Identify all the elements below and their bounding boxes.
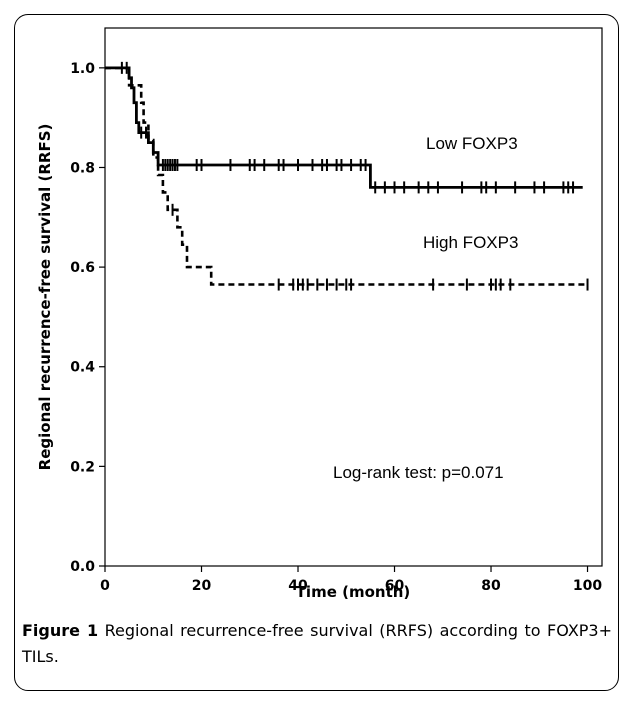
figure-caption: Figure 1 Regional recurrence-free surviv… — [22, 618, 612, 670]
plot-area — [104, 27, 603, 567]
x-tick-label-0: 0 — [100, 578, 110, 594]
caption-text: Regional recurrence-free survival (RRFS)… — [22, 621, 613, 666]
curve-low-foxp3 — [105, 66, 583, 189]
x-axis-title: Time (month) — [296, 583, 411, 601]
kaplan-meier-chart: 0 20 40 60 80 100 0.0 0.2 0.4 0.6 0.8 1.0 Time (mon… — [36, 27, 603, 601]
x-tick-label-80: 80 — [481, 578, 501, 594]
y-tick-label-0.0: 0.0 — [70, 559, 95, 575]
x-tick-label-20: 20 — [192, 578, 212, 594]
low-foxp3-label: Low FOXP3 — [426, 134, 518, 153]
y-tick-label-0.6: 0.6 — [70, 260, 95, 276]
y-tick-label-0.2: 0.2 — [70, 459, 95, 475]
y-tick-label-0.4: 0.4 — [70, 360, 95, 376]
survival-curves — [105, 66, 588, 286]
censor-marks — [120, 61, 589, 291]
high-foxp3-label: High FOXP3 — [423, 233, 518, 252]
y-axis-title: Regional recurrence-free survival (RRFS) — [36, 124, 54, 471]
x-tick-label-60: 60 — [385, 578, 405, 594]
log-rank-test-label: Log-rank test: p=0.071 — [333, 463, 504, 482]
x-tick-label-100: 100 — [573, 578, 602, 594]
curve-high-foxp3 — [105, 66, 588, 286]
y-tick-label-1.0: 1.0 — [70, 61, 95, 77]
y-tick-label-0.8: 0.8 — [70, 160, 95, 176]
figure-label: Figure 1 — [22, 621, 99, 640]
x-tick-label-40: 40 — [288, 578, 308, 594]
axis-ticks: 0 20 40 60 80 100 0.0 0.2 0.4 0.6 0.8 1.0 — [70, 61, 602, 594]
